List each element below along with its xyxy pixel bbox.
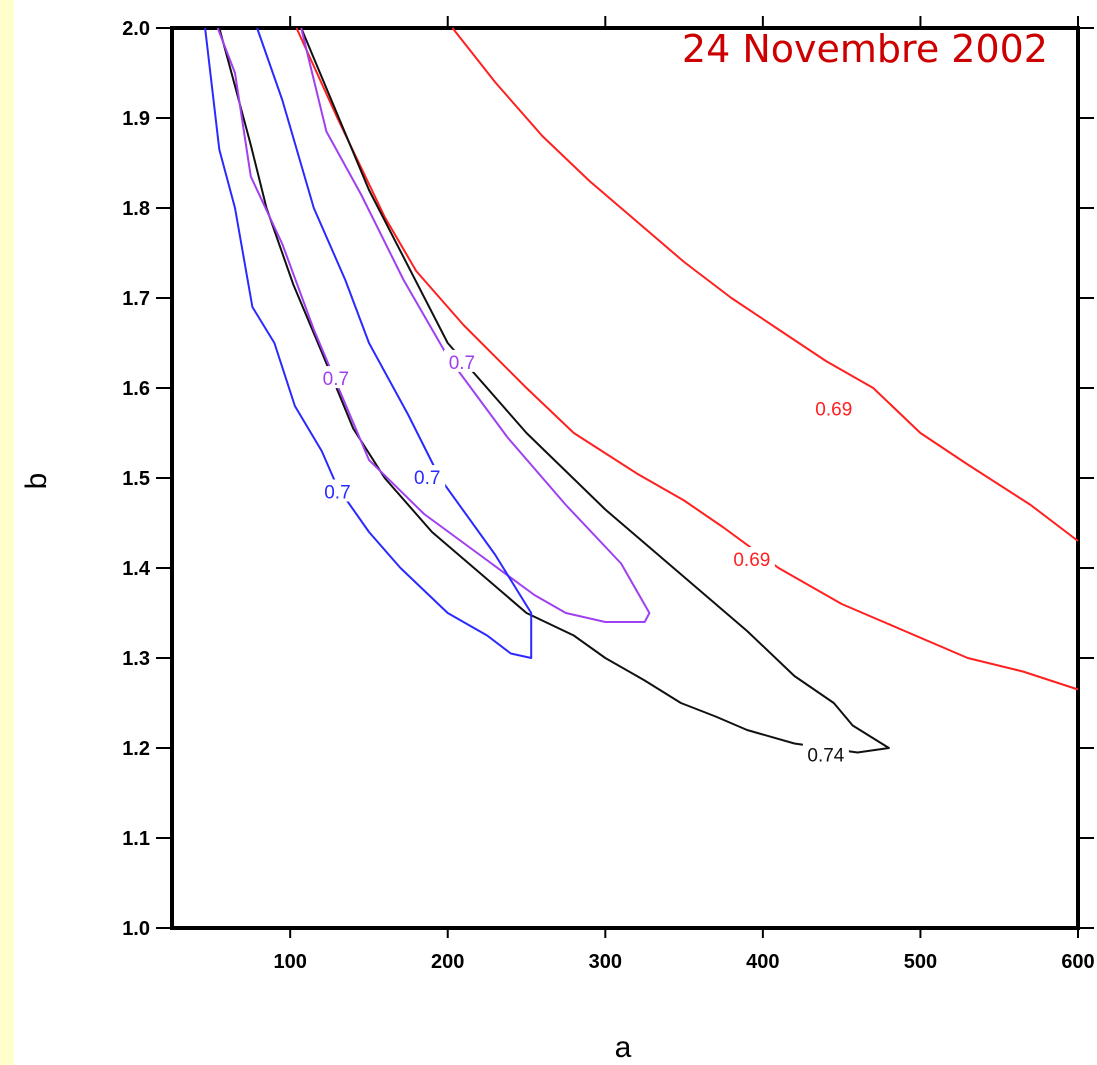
contour-labels: 0.69 0.69 0.74 0.7 0.7 0.7 0.7: [317, 349, 857, 766]
contour-label-background: [443, 349, 480, 372]
x-tick-label: 500: [904, 951, 937, 973]
contour-label-red-1: 0.69: [733, 550, 770, 571]
x-axis-label: a: [615, 1031, 632, 1064]
y-tick-label: 2.0: [122, 18, 150, 40]
y-tick-label: 1.4: [122, 558, 151, 580]
y-tick-label: 1.8: [122, 198, 150, 220]
contour-line-red-1: [295, 27, 1079, 691]
x-tick-label: 200: [431, 951, 464, 973]
contour-line-purple-3: [216, 27, 651, 623]
x-axis: 100 200 300 400 500 600: [273, 16, 1095, 973]
contour-label-blue-6: 0.7: [324, 483, 350, 504]
y-tick-label: 1.9: [122, 108, 150, 130]
contour-label-background: [728, 547, 775, 569]
y-tick-label: 1.1: [122, 828, 150, 850]
x-tick-label: 400: [746, 951, 779, 973]
contour-line-red-0: [451, 27, 1079, 542]
contour-label-purple-3: 0.7: [323, 369, 349, 390]
contour-label-purple-5: 0.7: [449, 353, 475, 374]
contour-label-background: [319, 479, 356, 502]
contour-label-background: [802, 742, 849, 765]
y-tick-label: 1.2: [122, 738, 150, 760]
side-strip: [0, 0, 14, 1065]
x-tick-label: 600: [1061, 951, 1094, 973]
contour-label-background: [317, 366, 354, 389]
y-axis: 1.0 1.1 1.2 1.3 1.4 1.5 1.6 1.7 1.8 1.9 2.0: [122, 18, 1094, 940]
y-tick-label: 1.0: [122, 918, 150, 940]
contour-label-background: [810, 396, 857, 419]
contour-label-background: [409, 465, 446, 488]
chart-title: 24 Novembre 2002: [682, 27, 1048, 71]
contour-label-blue-4: 0.7: [414, 468, 440, 489]
y-tick-label: 1.7: [122, 288, 150, 310]
contour-label-black-2: 0.74: [807, 745, 844, 766]
y-tick-label: 1.5: [122, 468, 150, 490]
plot-frame: [170, 26, 1080, 930]
x-tick-label: 300: [589, 951, 622, 973]
y-tick-label: 1.3: [122, 648, 150, 670]
y-tick-label: 1.6: [122, 378, 150, 400]
y-axis-label: b: [20, 473, 53, 490]
contour-label-red-0: 0.69: [815, 400, 852, 421]
plot-border: [170, 26, 1080, 930]
contour-lines: [204, 27, 1079, 754]
x-tick-label: 100: [273, 951, 306, 973]
contour-line-black-2: [218, 27, 890, 754]
contour-line-blue-4: [204, 27, 533, 659]
